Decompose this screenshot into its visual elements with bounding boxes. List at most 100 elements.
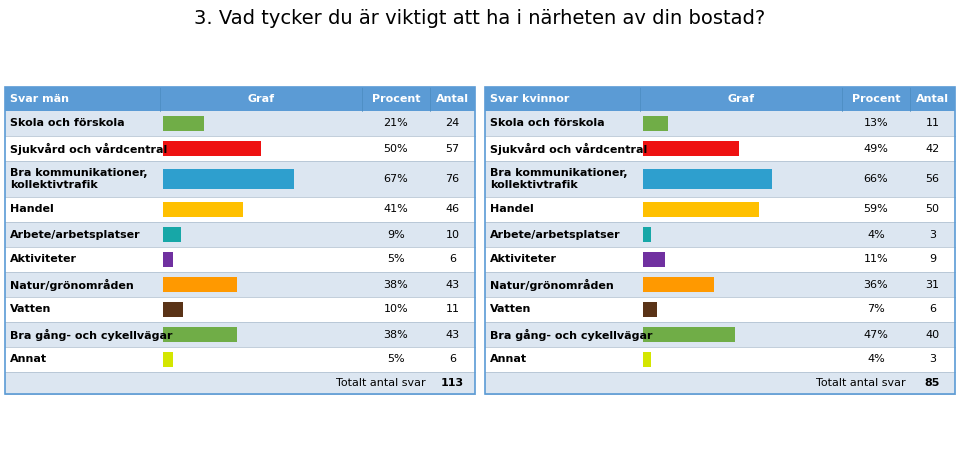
Text: Graf: Graf bbox=[248, 94, 275, 104]
Text: Totalt antal svar: Totalt antal svar bbox=[816, 378, 906, 388]
Text: 38%: 38% bbox=[384, 280, 408, 289]
FancyBboxPatch shape bbox=[485, 136, 955, 161]
Text: 5%: 5% bbox=[387, 255, 405, 265]
FancyBboxPatch shape bbox=[163, 327, 237, 342]
Text: Natur/grönområden: Natur/grönområden bbox=[10, 278, 133, 291]
Text: 59%: 59% bbox=[864, 204, 888, 214]
FancyBboxPatch shape bbox=[643, 277, 713, 292]
Text: 67%: 67% bbox=[384, 174, 408, 184]
Text: 9: 9 bbox=[929, 255, 936, 265]
Text: kollektivtrafik: kollektivtrafik bbox=[490, 180, 578, 190]
Text: Vatten: Vatten bbox=[10, 304, 52, 314]
Text: Procent: Procent bbox=[852, 94, 900, 104]
FancyBboxPatch shape bbox=[485, 161, 955, 197]
FancyBboxPatch shape bbox=[5, 136, 475, 161]
FancyBboxPatch shape bbox=[485, 372, 955, 394]
Text: kollektivtrafik: kollektivtrafik bbox=[10, 180, 98, 190]
Text: 7%: 7% bbox=[867, 304, 885, 314]
Text: Arbete/arbetsplatser: Arbete/arbetsplatser bbox=[10, 229, 140, 239]
FancyBboxPatch shape bbox=[643, 302, 657, 317]
Text: Bra kommunikationer,: Bra kommunikationer, bbox=[10, 168, 148, 178]
FancyBboxPatch shape bbox=[485, 222, 955, 247]
Text: Graf: Graf bbox=[728, 94, 755, 104]
Text: Skola och förskola: Skola och förskola bbox=[10, 118, 125, 128]
FancyBboxPatch shape bbox=[5, 161, 475, 197]
Text: 6: 6 bbox=[449, 255, 456, 265]
Text: 11%: 11% bbox=[864, 255, 888, 265]
Text: Handel: Handel bbox=[10, 204, 54, 214]
Text: 5%: 5% bbox=[387, 355, 405, 365]
Text: Aktiviteter: Aktiviteter bbox=[10, 255, 77, 265]
Text: 11: 11 bbox=[925, 118, 940, 128]
Text: Procent: Procent bbox=[372, 94, 420, 104]
Text: Antal: Antal bbox=[916, 94, 949, 104]
FancyBboxPatch shape bbox=[485, 87, 955, 111]
Text: 43: 43 bbox=[445, 329, 460, 340]
Text: 40: 40 bbox=[925, 329, 940, 340]
Text: 36%: 36% bbox=[864, 280, 888, 289]
Text: Bra gång- och cykellvägar: Bra gång- och cykellvägar bbox=[490, 329, 653, 340]
FancyBboxPatch shape bbox=[643, 141, 739, 156]
FancyBboxPatch shape bbox=[5, 322, 475, 347]
Text: 76: 76 bbox=[445, 174, 460, 184]
Text: 41%: 41% bbox=[384, 204, 408, 214]
Text: 13%: 13% bbox=[864, 118, 888, 128]
Text: 113: 113 bbox=[441, 378, 464, 388]
FancyBboxPatch shape bbox=[485, 111, 955, 136]
FancyBboxPatch shape bbox=[485, 347, 955, 372]
Text: Antal: Antal bbox=[436, 94, 469, 104]
FancyBboxPatch shape bbox=[5, 197, 475, 222]
FancyBboxPatch shape bbox=[643, 116, 668, 131]
FancyBboxPatch shape bbox=[5, 347, 475, 372]
FancyBboxPatch shape bbox=[163, 227, 180, 242]
Text: Handel: Handel bbox=[490, 204, 534, 214]
FancyBboxPatch shape bbox=[163, 352, 173, 367]
FancyBboxPatch shape bbox=[485, 322, 955, 347]
Text: 85: 85 bbox=[924, 378, 940, 388]
Text: 38%: 38% bbox=[384, 329, 408, 340]
Text: 3: 3 bbox=[929, 355, 936, 365]
Text: 3: 3 bbox=[929, 229, 936, 239]
FancyBboxPatch shape bbox=[485, 272, 955, 297]
Text: Svar män: Svar män bbox=[10, 94, 69, 104]
FancyBboxPatch shape bbox=[5, 372, 475, 394]
FancyBboxPatch shape bbox=[643, 202, 758, 217]
FancyBboxPatch shape bbox=[643, 169, 773, 190]
Text: 31: 31 bbox=[925, 280, 940, 289]
FancyBboxPatch shape bbox=[5, 247, 475, 272]
Text: 56: 56 bbox=[925, 174, 940, 184]
Text: 57: 57 bbox=[445, 143, 460, 154]
Text: Arbete/arbetsplatser: Arbete/arbetsplatser bbox=[490, 229, 620, 239]
FancyBboxPatch shape bbox=[643, 227, 651, 242]
Text: 50%: 50% bbox=[384, 143, 408, 154]
Text: 3. Vad tycker du är viktigt att ha i närheten av din bostad?: 3. Vad tycker du är viktigt att ha i när… bbox=[194, 9, 766, 28]
Text: 47%: 47% bbox=[864, 329, 888, 340]
FancyBboxPatch shape bbox=[5, 222, 475, 247]
Text: 66%: 66% bbox=[864, 174, 888, 184]
Text: 6: 6 bbox=[449, 355, 456, 365]
Text: 6: 6 bbox=[929, 304, 936, 314]
Text: 9%: 9% bbox=[387, 229, 405, 239]
Text: 4%: 4% bbox=[867, 355, 885, 365]
Text: Annat: Annat bbox=[490, 355, 527, 365]
Text: 50: 50 bbox=[925, 204, 940, 214]
FancyBboxPatch shape bbox=[163, 169, 295, 190]
FancyBboxPatch shape bbox=[5, 297, 475, 322]
FancyBboxPatch shape bbox=[163, 277, 237, 292]
FancyBboxPatch shape bbox=[5, 272, 475, 297]
Text: Annat: Annat bbox=[10, 355, 47, 365]
Text: Svar kvinnor: Svar kvinnor bbox=[490, 94, 569, 104]
FancyBboxPatch shape bbox=[163, 116, 204, 131]
FancyBboxPatch shape bbox=[643, 352, 651, 367]
FancyBboxPatch shape bbox=[5, 87, 475, 111]
Text: Skola och förskola: Skola och förskola bbox=[490, 118, 605, 128]
FancyBboxPatch shape bbox=[5, 111, 475, 136]
Text: Sjukvård och vårdcentral: Sjukvård och vårdcentral bbox=[10, 143, 167, 154]
Text: Sjukvård och vårdcentral: Sjukvård och vårdcentral bbox=[490, 143, 647, 154]
Text: 21%: 21% bbox=[384, 118, 408, 128]
FancyBboxPatch shape bbox=[485, 297, 955, 322]
Text: 42: 42 bbox=[925, 143, 940, 154]
Text: Vatten: Vatten bbox=[490, 304, 532, 314]
Text: 10%: 10% bbox=[384, 304, 408, 314]
FancyBboxPatch shape bbox=[485, 247, 955, 272]
